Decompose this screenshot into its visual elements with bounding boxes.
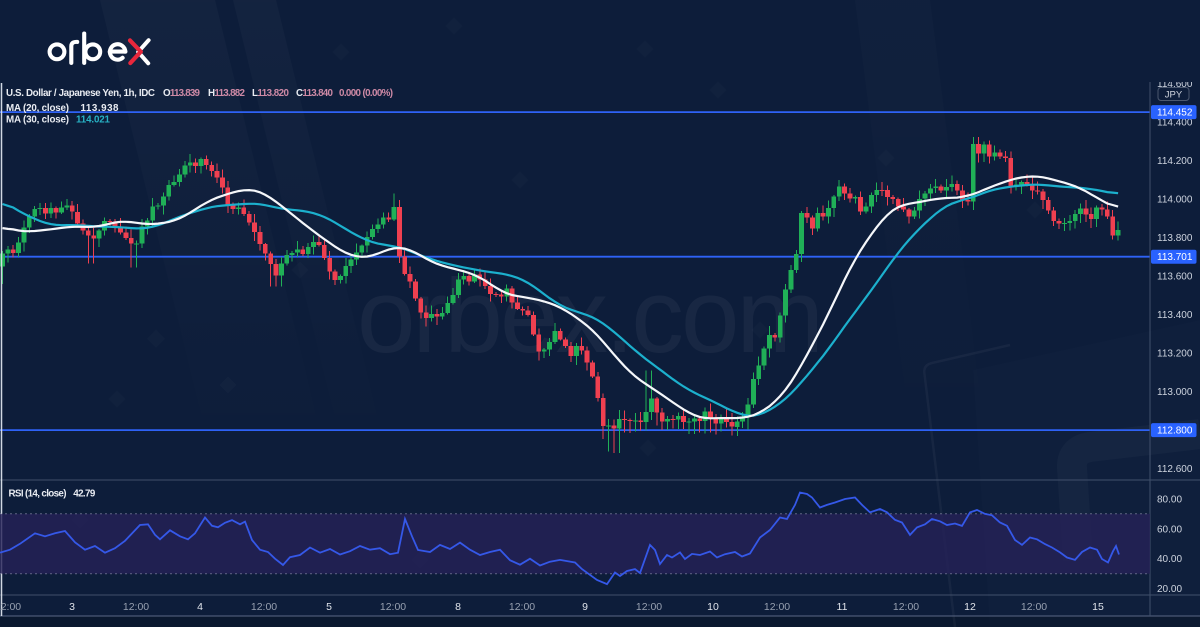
svg-text:113.600: 113.600 [1157,272,1193,283]
svg-text:113.701: 113.701 [1157,252,1193,263]
svg-text:114.021: 114.021 [76,114,111,125]
svg-text:113.000: 113.000 [1157,387,1193,398]
svg-text:113.200: 113.200 [1157,349,1193,360]
svg-text:80.00: 80.00 [1157,494,1182,505]
svg-text:114.400: 114.400 [1157,118,1193,129]
svg-text:12:00: 12:00 [251,601,277,613]
svg-text:0.000 (0.00%): 0.000 (0.00%) [339,88,393,99]
svg-text:113.400: 113.400 [1157,310,1193,321]
svg-text:10: 10 [707,601,719,613]
svg-text:12:00: 12:00 [380,601,406,613]
svg-text:12:00: 12:00 [1021,601,1047,613]
svg-text:O113.839: O113.839 [163,88,201,99]
svg-text:15: 15 [1092,601,1104,613]
svg-text:112.600: 112.600 [1157,464,1193,475]
svg-text:11: 11 [837,601,848,613]
svg-text:C113.840: C113.840 [296,88,334,99]
svg-text:114.600: 114.600 [1157,79,1193,90]
svg-text:112.800: 112.800 [1157,426,1193,437]
svg-text:114.200: 114.200 [1157,156,1193,167]
svg-text:12:00: 12:00 [123,601,149,613]
svg-text:40.00: 40.00 [1157,554,1182,565]
svg-text:9: 9 [582,601,588,613]
svg-text:12:00: 12:00 [893,601,919,613]
svg-text:12:00: 12:00 [764,601,790,613]
svg-text:5: 5 [326,601,332,613]
svg-text:20.00: 20.00 [1157,584,1182,595]
svg-text:H113.882: H113.882 [208,88,246,99]
svg-text:113.938: 113.938 [81,103,120,114]
svg-text:12: 12 [964,601,976,613]
svg-text:U.S. Dollar / Japanese Yen, 1h: U.S. Dollar / Japanese Yen, 1h, IDC [6,88,155,99]
svg-text:12:00: 12:00 [509,601,535,613]
svg-text:42.79: 42.79 [73,489,96,500]
svg-text:113.800: 113.800 [1157,233,1193,244]
svg-text:MA (30, close): MA (30, close) [6,114,69,125]
svg-text:60.00: 60.00 [1157,524,1182,535]
svg-text:114.452: 114.452 [1157,108,1193,119]
svg-text:MA (20, close): MA (20, close) [6,103,69,114]
svg-text:L113.820: L113.820 [252,88,290,99]
svg-text:4: 4 [197,601,203,613]
svg-text:3: 3 [69,601,75,613]
svg-text:8: 8 [455,601,461,613]
svg-text:JPY: JPY [1165,90,1183,101]
svg-text:114.000: 114.000 [1157,195,1193,206]
svg-text:12:00: 12:00 [636,601,662,613]
svg-text:RSI (14, close): RSI (14, close) [9,489,67,500]
svg-text:12:00: 12:00 [0,601,21,613]
